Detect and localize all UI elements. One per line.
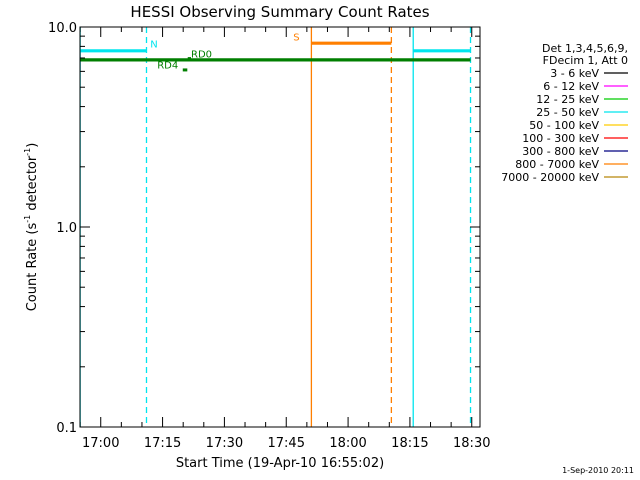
legend-entry-label-0: 3 - 6 keV — [550, 67, 599, 80]
x-tick-label-5: 18:15 — [391, 436, 428, 451]
x-tick-label-3: 17:45 — [268, 436, 305, 451]
y-tick-label-0: 10.0 — [48, 21, 77, 36]
x-tick-label-4: 18:00 — [329, 436, 366, 451]
legend-entry-label-3: 25 - 50 keV — [536, 106, 599, 119]
legend-header-0: Det 1,3,4,5,6,9, — [542, 42, 628, 55]
legend-entry-label-2: 12 - 25 keV — [536, 93, 599, 106]
legend-entry-label-7: 800 - 7000 keV — [515, 158, 599, 171]
x-tick-label-6: 18:30 — [453, 436, 490, 451]
legend-entry-label-1: 6 - 12 keV — [543, 80, 599, 93]
annotation-2: RD4 — [157, 61, 178, 72]
y-axis-label-part: -1 — [23, 215, 32, 223]
annotation-3: S — [293, 33, 299, 44]
y-axis-label-part: -1 — [23, 148, 32, 156]
y-axis-label-part: detector — [25, 155, 40, 215]
legend-entry-label-5: 100 - 300 keV — [522, 132, 599, 145]
y-axis-label: Count Rate (s-1 detector-1) — [23, 143, 40, 312]
y-tick-label-2: 0.1 — [56, 421, 77, 436]
legend-entry-label-4: 50 - 100 keV — [529, 119, 599, 132]
x-axis-label: Start Time (19-Apr-10 16:55:02) — [176, 456, 384, 471]
legend-entry-label-6: 300 - 800 keV — [522, 145, 599, 158]
legend: Det 1,3,4,5,6,9,FDecim 1, Att 03 - 6 keV… — [501, 42, 628, 184]
legend-entry-label-8: 7000 - 20000 keV — [501, 171, 599, 184]
footer-date: 1-Sep-2010 20:11 — [562, 466, 634, 475]
annotation-1: RD0 — [191, 49, 212, 60]
x-tick-label-0: 17:00 — [82, 436, 119, 451]
x-tick-label-1: 17:15 — [144, 436, 181, 451]
x-tick-label-2: 17:30 — [206, 436, 243, 451]
y-tick-label-1: 1.0 — [56, 221, 77, 236]
y-axis-label-part: Count Rate (s — [25, 223, 40, 312]
plot-frame — [79, 26, 481, 428]
chart-title: HESSI Observing Summary Count Rates — [130, 3, 429, 21]
y-axis-label-part: ) — [25, 143, 40, 148]
plot-area: N RD0 RD4 S 10.0 1.0 0.1 17:00 17:15 17:30 17:45 18… — [48, 21, 490, 451]
legend-header-1: FDecim 1, Att 0 — [543, 54, 628, 67]
annotation-0: N — [150, 39, 157, 50]
